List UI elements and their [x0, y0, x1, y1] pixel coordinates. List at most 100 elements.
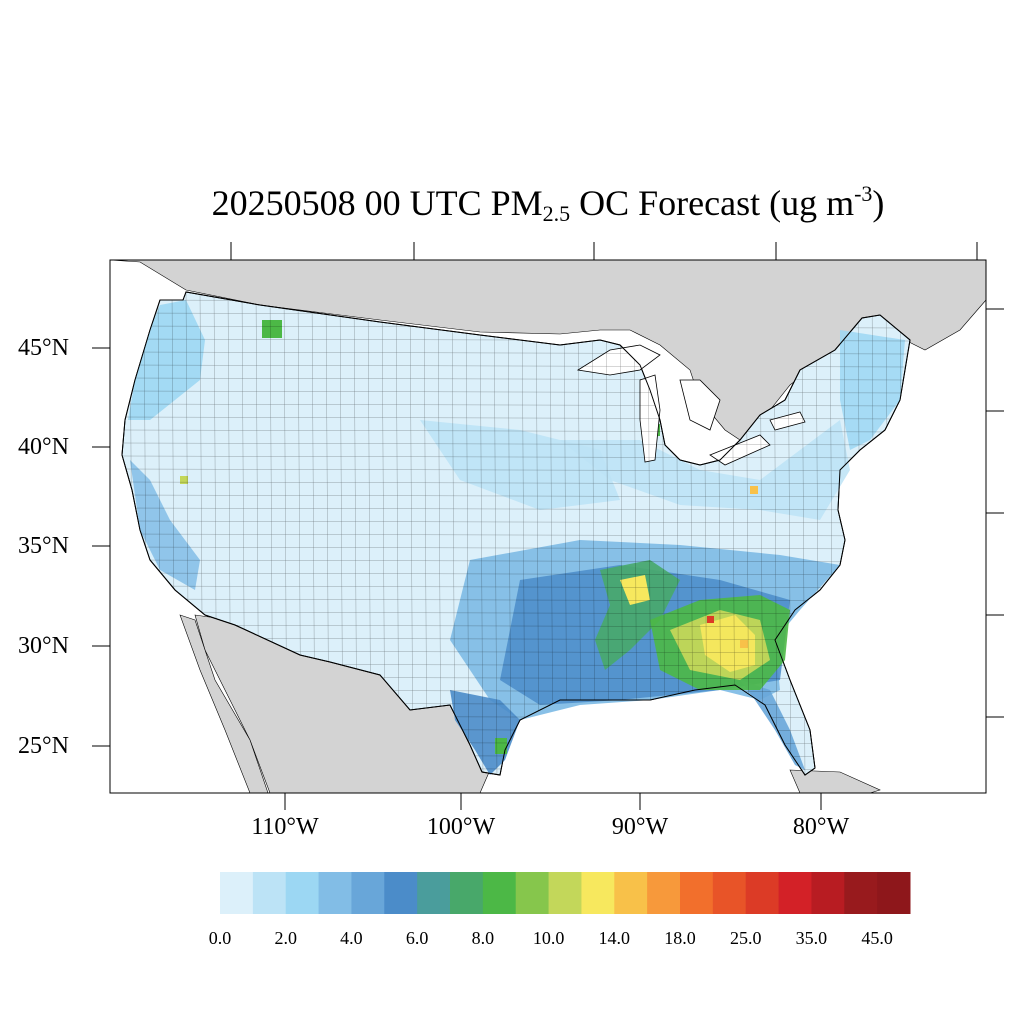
colorbar-swatch [482, 872, 517, 914]
bottom-ticks [284, 793, 822, 810]
hotspot-idaho [262, 320, 282, 338]
county-line [122, 598, 910, 602]
pacific-nw-region [128, 300, 205, 420]
colorbar-swatch [318, 872, 352, 914]
county-line [619, 292, 624, 775]
right-ticks [986, 308, 1004, 718]
colorbar-tick-label: 10.0 [532, 928, 565, 948]
lon-label-90: 90°W [611, 814, 669, 840]
county-line [122, 572, 910, 576]
map-area [110, 260, 986, 793]
hotspot-orange [740, 640, 748, 648]
cuba-landmass [789, 769, 881, 793]
colorbar-swatch [384, 872, 418, 914]
florida-region [740, 680, 805, 770]
colorbar-swatch [778, 872, 812, 914]
county-line [122, 507, 910, 511]
colorbar-swatch [614, 872, 648, 914]
title-prefix: 20250508 00 UTC PM [211, 183, 543, 223]
colorbar-tick-label: 4.0 [340, 928, 363, 948]
colorbar [220, 872, 911, 914]
county-line [122, 520, 910, 524]
county-line [409, 292, 414, 775]
hotspot-red [707, 616, 714, 623]
title-suffix: ) [872, 183, 885, 223]
county-line [122, 429, 910, 433]
county-line [122, 767, 910, 771]
colorbar-swatch [417, 872, 451, 914]
lat-label-30: 30°N [18, 633, 69, 659]
county-line [122, 468, 910, 472]
lat-label-40: 40°N [18, 434, 69, 460]
colorbar-tick-label: 25.0 [729, 928, 762, 948]
lat-label-35: 35°N [18, 533, 69, 559]
map-frame [109, 259, 987, 794]
colorbar-tick-label: 18.0 [664, 928, 696, 948]
colorbar-swatch [877, 872, 911, 914]
county-line [122, 624, 910, 628]
county-line [437, 292, 442, 775]
colorbar-swatch [680, 872, 714, 914]
colorbar-tick-label: 35.0 [795, 928, 828, 948]
lon-label-100: 100°W [426, 814, 496, 840]
colorbar-swatch [515, 872, 550, 914]
county-line [451, 292, 456, 775]
county-line [605, 292, 610, 775]
colorbar-swatch [220, 872, 254, 914]
great-lakes-region [560, 420, 850, 520]
county-line [122, 546, 910, 550]
colorbar-tick-label: 2.0 [274, 928, 297, 948]
lat-label-25: 25°N [18, 733, 69, 759]
lake-michigan [639, 374, 661, 463]
conus-outline [121, 291, 911, 776]
county-line [122, 403, 910, 407]
county-line [122, 611, 910, 615]
colorbar-tick-label: 6.0 [405, 928, 429, 948]
county-line [129, 292, 134, 775]
colorbar-swatch [647, 872, 681, 914]
county-line [122, 585, 910, 589]
county-line [423, 292, 428, 775]
southeast-peak [700, 615, 755, 672]
colorbar-swatch [712, 872, 747, 914]
county-line [122, 481, 910, 485]
lake-ontario [769, 411, 806, 431]
title-middle: OC Forecast (ug m [570, 183, 855, 223]
colorbar-swatch [548, 872, 582, 914]
mississippi-peak [620, 575, 650, 605]
canada-landmass [110, 260, 986, 441]
california-region [130, 460, 200, 590]
top-ticks [230, 242, 978, 260]
title-superscript: -3 [854, 181, 873, 206]
colorbar-swatch [745, 872, 780, 914]
colorbar-tick-label: 0.0 [208, 928, 232, 948]
colorbar-tick-label: 45.0 [861, 928, 893, 948]
title-subscript: 2.5 [542, 201, 571, 226]
left-ticks [92, 347, 110, 747]
county-line [122, 442, 910, 446]
colorbar-swatch [252, 872, 287, 914]
colorbar-swatch [844, 872, 878, 914]
county-line [122, 559, 910, 563]
lat-label-45: 45°N [18, 335, 69, 361]
county-line [577, 292, 582, 775]
county-line [122, 494, 910, 498]
colorbar-swatch [581, 872, 615, 914]
hotspot-nevada [180, 476, 188, 484]
map-title: 20250508 00 UTC PM2.5 OC Forecast (ug m-… [0, 181, 1024, 226]
colorbar-swatch [450, 872, 484, 914]
county-line [633, 292, 638, 775]
county-line [122, 455, 910, 459]
colorbar-swatch [285, 872, 320, 914]
hotspot-texas [495, 738, 507, 754]
lake-huron [679, 379, 721, 431]
lon-label-110: 110°W [251, 814, 319, 840]
baja-peninsula [179, 614, 269, 793]
colorbar-swatch [351, 872, 385, 914]
county-line [122, 533, 910, 537]
colorbar-tick-label: 8.0 [471, 928, 495, 948]
lake-superior [576, 344, 661, 376]
hotspot-ohio [750, 486, 758, 494]
county-line [591, 292, 596, 775]
